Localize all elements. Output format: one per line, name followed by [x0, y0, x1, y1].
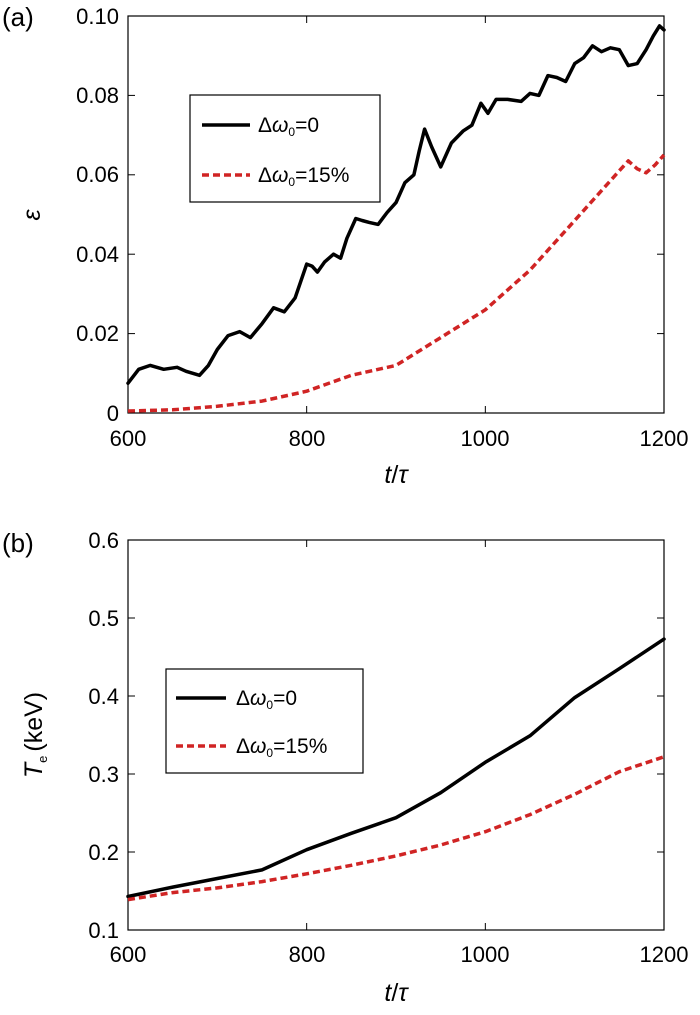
y-tick-label: 0.1 — [88, 918, 119, 943]
panel-b-y-axis-label: Te(keV) — [20, 692, 50, 778]
panel-b-label: (b) — [2, 528, 34, 558]
y-tick-label: 0.2 — [88, 840, 119, 865]
panel-a-frame — [127, 15, 665, 414]
panel-b: (b) 600 800 1000 1200 0.1 0.2 0.3 0.4 0.… — [2, 528, 688, 1007]
panel-a-label: (a) — [2, 2, 34, 32]
series-line-solid — [126, 637, 666, 899]
x-tick-label: 800 — [289, 942, 326, 967]
panel-a: (a) 600 800 1000 1200 0 0.02 0.04 0.06 0… — [2, 2, 688, 489]
panel-b-plot-area — [126, 637, 666, 902]
y-tick-label: 0.10 — [76, 4, 119, 29]
x-tick-label: 600 — [110, 426, 147, 451]
y-tick-label: 0.02 — [76, 321, 119, 346]
panel-b-y-tick-labels: 0.1 0.2 0.3 0.4 0.5 0.6 — [88, 528, 119, 943]
panel-a-x-axis-label: t/τ — [384, 461, 409, 489]
panel-b-frame — [127, 539, 665, 931]
y-tick-label: 0.6 — [88, 528, 119, 553]
x-tick-label: 600 — [110, 942, 147, 967]
panel-a-plot-area — [126, 24, 666, 413]
panel-b-x-axis-label: t/τ — [384, 979, 409, 1007]
series-line-solid — [126, 24, 666, 385]
y-tick-label: 0.06 — [76, 162, 119, 187]
y-tick-label: 0.4 — [88, 684, 119, 709]
panel-b-x-tick-labels: 600 800 1000 1200 — [110, 942, 689, 967]
y-tick-label: 0 — [107, 401, 119, 426]
y-tick-label: 0.5 — [88, 606, 119, 631]
legend-box — [189, 94, 381, 203]
panel-a-y-axis-label: ε — [18, 209, 46, 221]
y-tick-label: 0.3 — [88, 762, 119, 787]
y-tick-label: 0.08 — [76, 83, 119, 108]
series-line-dashed — [127, 755, 665, 902]
x-tick-label: 1200 — [640, 426, 689, 451]
x-tick-label: 1200 — [640, 942, 689, 967]
y-tick-label: 0.04 — [76, 242, 119, 267]
x-tick-label: 1000 — [461, 426, 510, 451]
x-tick-label: 1000 — [461, 942, 510, 967]
legend-entry: Δω0=15% — [236, 735, 327, 760]
legend-entry: Δω0=0 — [236, 687, 297, 712]
panel-b-ticks — [127, 539, 665, 931]
panel-a-x-tick-labels: 600 800 1000 1200 — [110, 426, 689, 451]
panel-a-y-tick-labels: 0 0.02 0.04 0.06 0.08 0.10 — [76, 4, 119, 426]
legend-box — [165, 668, 364, 774]
panel-a-ticks — [127, 15, 665, 414]
series-line-dashed — [127, 153, 666, 413]
panel-b-legend: Δω0=0 Δω0=15% — [165, 668, 364, 774]
legend-entry: Δω0=15% — [258, 164, 349, 189]
panel-a-legend: Δω0=0 Δω0=15% — [189, 94, 381, 203]
legend-entry: Δω0=0 — [258, 114, 319, 139]
x-tick-label: 800 — [289, 426, 326, 451]
